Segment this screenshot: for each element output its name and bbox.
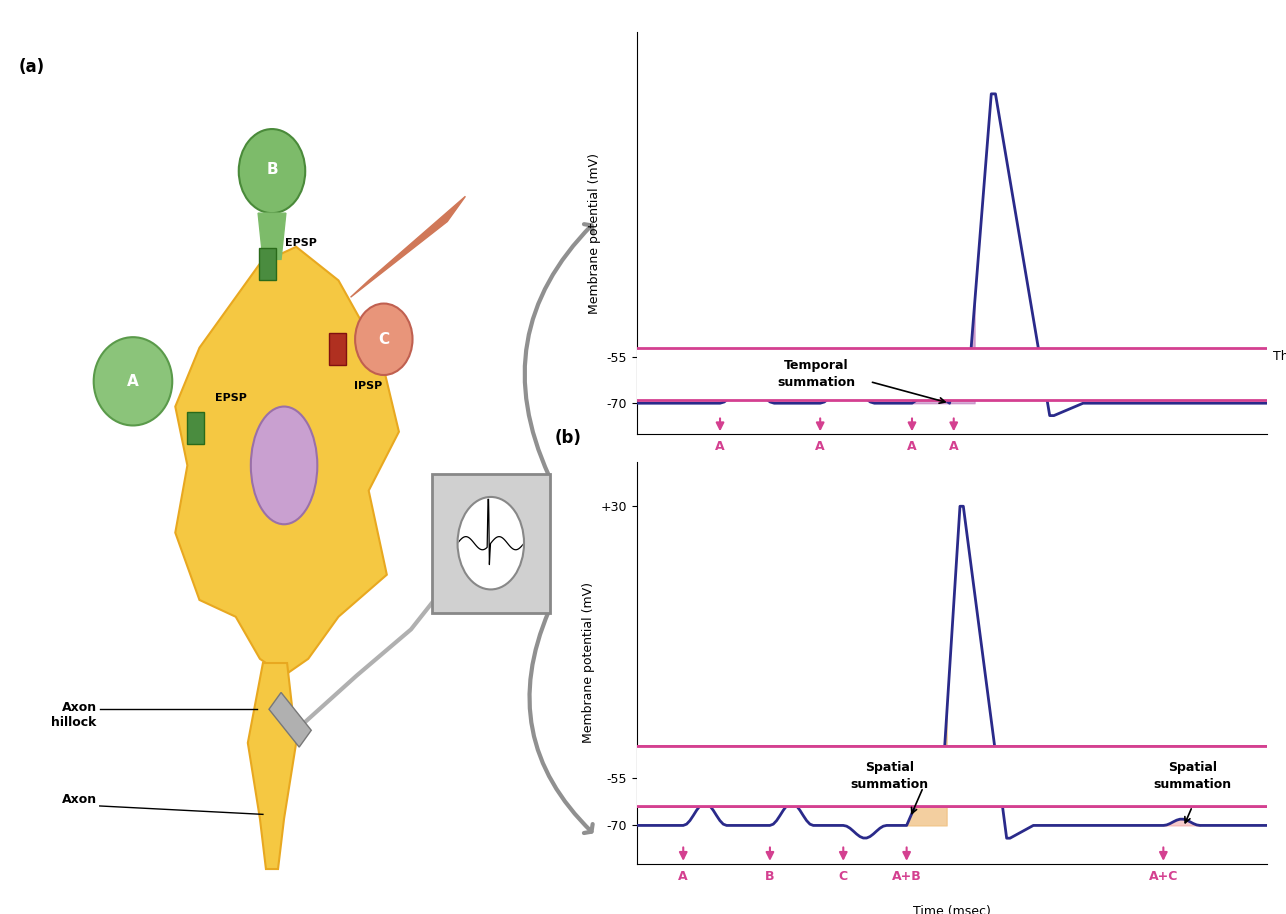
X-axis label: Time (msec): Time (msec)	[913, 476, 990, 489]
Text: Spatial
summation: Spatial summation	[1154, 761, 1232, 791]
FancyBboxPatch shape	[511, 746, 1286, 806]
Text: B: B	[266, 162, 278, 177]
Text: (b): (b)	[554, 430, 581, 447]
Bar	[258, 249, 275, 281]
Ellipse shape	[251, 407, 318, 525]
Text: B: B	[765, 870, 774, 883]
Text: A: A	[815, 441, 826, 453]
Text: A: A	[949, 441, 958, 453]
Text: C: C	[838, 870, 847, 883]
Ellipse shape	[239, 129, 305, 213]
Text: A: A	[907, 441, 917, 453]
Bar	[188, 412, 204, 444]
Ellipse shape	[94, 337, 172, 425]
Text: IPSP: IPSP	[354, 380, 382, 390]
Text: A: A	[127, 374, 139, 388]
FancyBboxPatch shape	[432, 473, 550, 612]
Text: Axon: Axon	[62, 793, 96, 806]
Bar	[329, 333, 346, 365]
Ellipse shape	[355, 303, 413, 375]
Text: Temporal
summation: Temporal summation	[777, 359, 855, 388]
Text: C: C	[378, 332, 390, 346]
Polygon shape	[351, 197, 466, 297]
Y-axis label: Membrane potential (mV): Membrane potential (mV)	[588, 153, 601, 314]
Polygon shape	[258, 213, 285, 260]
Text: EPSP: EPSP	[285, 238, 318, 248]
Y-axis label: Membrane potential (mV): Membrane potential (mV)	[581, 582, 595, 743]
FancyBboxPatch shape	[208, 746, 1286, 806]
Text: A+C: A+C	[1148, 870, 1178, 883]
Text: Threshold: Threshold	[1273, 350, 1286, 363]
Text: Axon
hillock: Axon hillock	[51, 701, 96, 728]
FancyBboxPatch shape	[120, 347, 1286, 400]
FancyArrowPatch shape	[530, 611, 593, 833]
Text: Threshold: Threshold	[959, 760, 1021, 772]
Text: (a): (a)	[18, 58, 44, 76]
Text: A: A	[679, 870, 688, 883]
Polygon shape	[248, 663, 296, 869]
Text: A: A	[715, 441, 725, 453]
Circle shape	[458, 497, 523, 590]
Polygon shape	[269, 693, 311, 747]
Text: A+B: A+B	[891, 870, 922, 883]
Text: Spatial
summation: Spatial summation	[851, 761, 928, 791]
X-axis label: Time (msec): Time (msec)	[913, 906, 990, 914]
Polygon shape	[175, 247, 399, 675]
FancyArrowPatch shape	[525, 224, 593, 475]
Text: EPSP: EPSP	[215, 393, 247, 403]
